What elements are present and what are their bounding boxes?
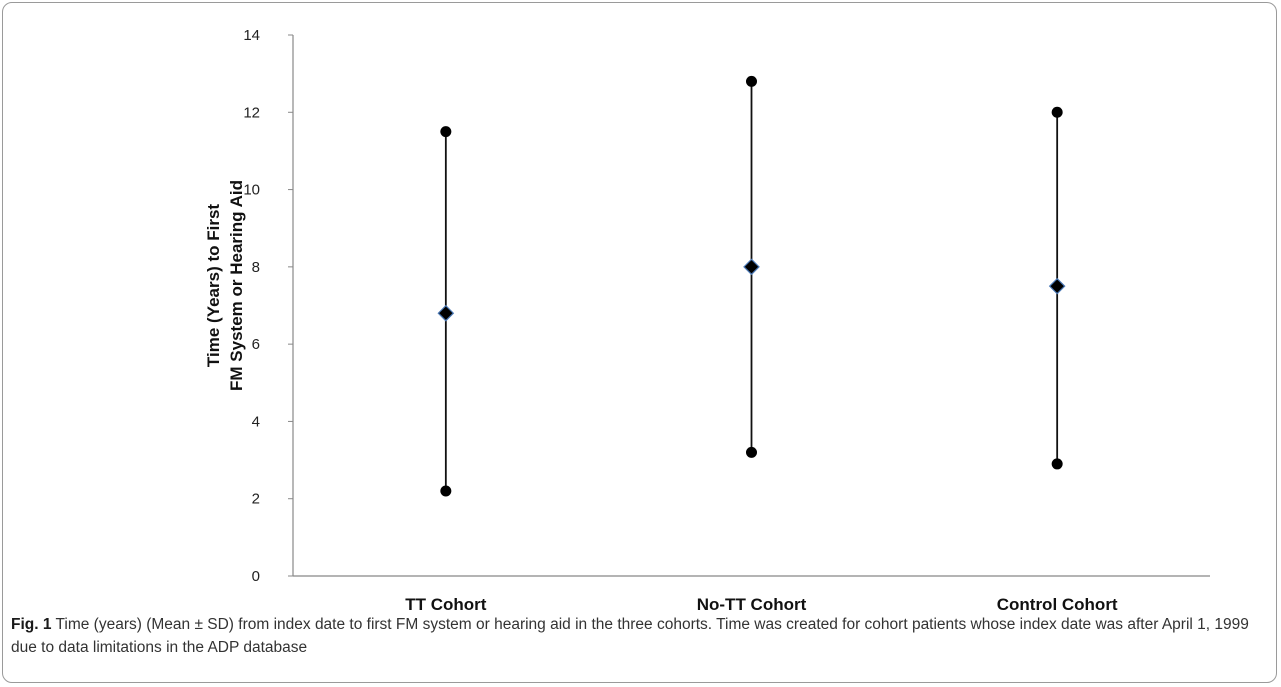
figure-caption: Fig. 1 Time (years) (Mean ± SD) from ind… — [11, 613, 1261, 659]
mean-point — [743, 258, 760, 276]
lower-sd-point — [440, 485, 452, 497]
upper-sd-point — [440, 126, 452, 138]
upper-sd-point — [1051, 106, 1063, 118]
y-tick-label: 6 — [252, 336, 260, 353]
upper-sd-point — [746, 75, 757, 87]
y-tick-labels: 0 2 4 6 8 10 12 14 — [243, 27, 293, 585]
error-bars — [437, 75, 1066, 497]
category-labels: TT Cohort No-TT Cohort Control Cohort — [405, 595, 1118, 610]
lower-sd-point — [746, 446, 757, 458]
y-tick-label: 0 — [252, 568, 260, 585]
chart: 0 2 4 6 8 10 12 14 TT Cohort No-TT Cohort Control… — [204, 27, 1210, 610]
caption-text: Time (years) (Mean ± SD) from index date… — [11, 616, 1249, 656]
x-category-label: No-TT Cohort — [697, 595, 807, 610]
y-tick-label: 4 — [252, 413, 260, 430]
x-category-label: TT Cohort — [405, 595, 487, 610]
y-axis-title: Time (Years) to First FM System or Heari… — [204, 180, 246, 391]
mean-point — [437, 304, 455, 322]
x-category-label: Control Cohort — [997, 595, 1118, 610]
y-tick-label: 14 — [243, 27, 260, 44]
y-tick-label: 10 — [243, 182, 260, 199]
y-axis-title-line2: FM System or Hearing Aid — [227, 180, 246, 391]
mean-point — [1048, 277, 1066, 295]
y-tick-label: 12 — [243, 104, 260, 121]
y-tick-label: 2 — [252, 491, 260, 508]
y-axis-title-line1: Time (Years) to First — [204, 204, 223, 367]
caption-label: Fig. 1 — [11, 616, 52, 633]
lower-sd-point — [1051, 458, 1063, 470]
y-tick-label: 8 — [252, 259, 260, 276]
